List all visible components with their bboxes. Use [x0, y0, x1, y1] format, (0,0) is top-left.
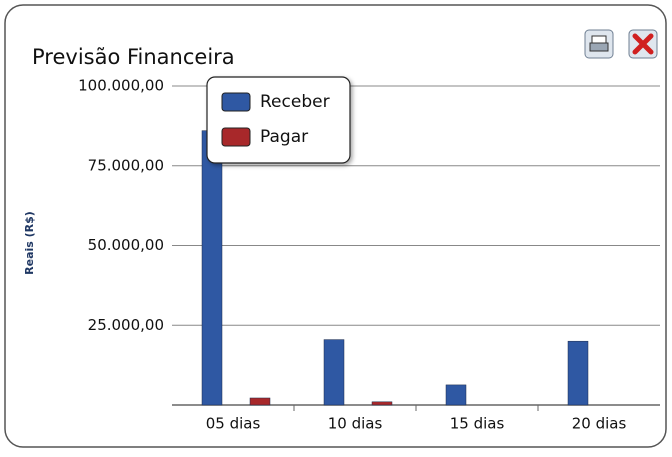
x-tick-label: 15 dias [450, 415, 505, 433]
y-tick-label: 100.000,00 [78, 77, 164, 95]
panel [4, 4, 667, 448]
y-tick-label: 50.000,00 [88, 236, 164, 254]
chart-title: Previsão Financeira [32, 45, 235, 69]
bar [323, 339, 345, 406]
bar [567, 340, 589, 406]
bar [371, 401, 393, 406]
y-tick-label: 75.000,00 [88, 156, 164, 174]
legend-swatch [221, 127, 251, 147]
x-tick-label: 10 dias [328, 415, 383, 433]
x-tick-label: 20 dias [572, 415, 627, 433]
legend-label: Receber [260, 92, 330, 112]
y-axis-label: Reais (R$) [23, 211, 36, 275]
y-tick-label: 25.000,00 [88, 316, 164, 334]
legend-box [206, 76, 351, 164]
legend-swatch [221, 92, 251, 112]
bar [445, 384, 467, 406]
x-tick-label: 05 dias [206, 415, 261, 433]
bar [201, 130, 223, 406]
legend-label: Pagar [260, 127, 308, 147]
close-button[interactable] [628, 29, 658, 59]
print-button[interactable] [584, 29, 614, 59]
bar [249, 397, 271, 406]
